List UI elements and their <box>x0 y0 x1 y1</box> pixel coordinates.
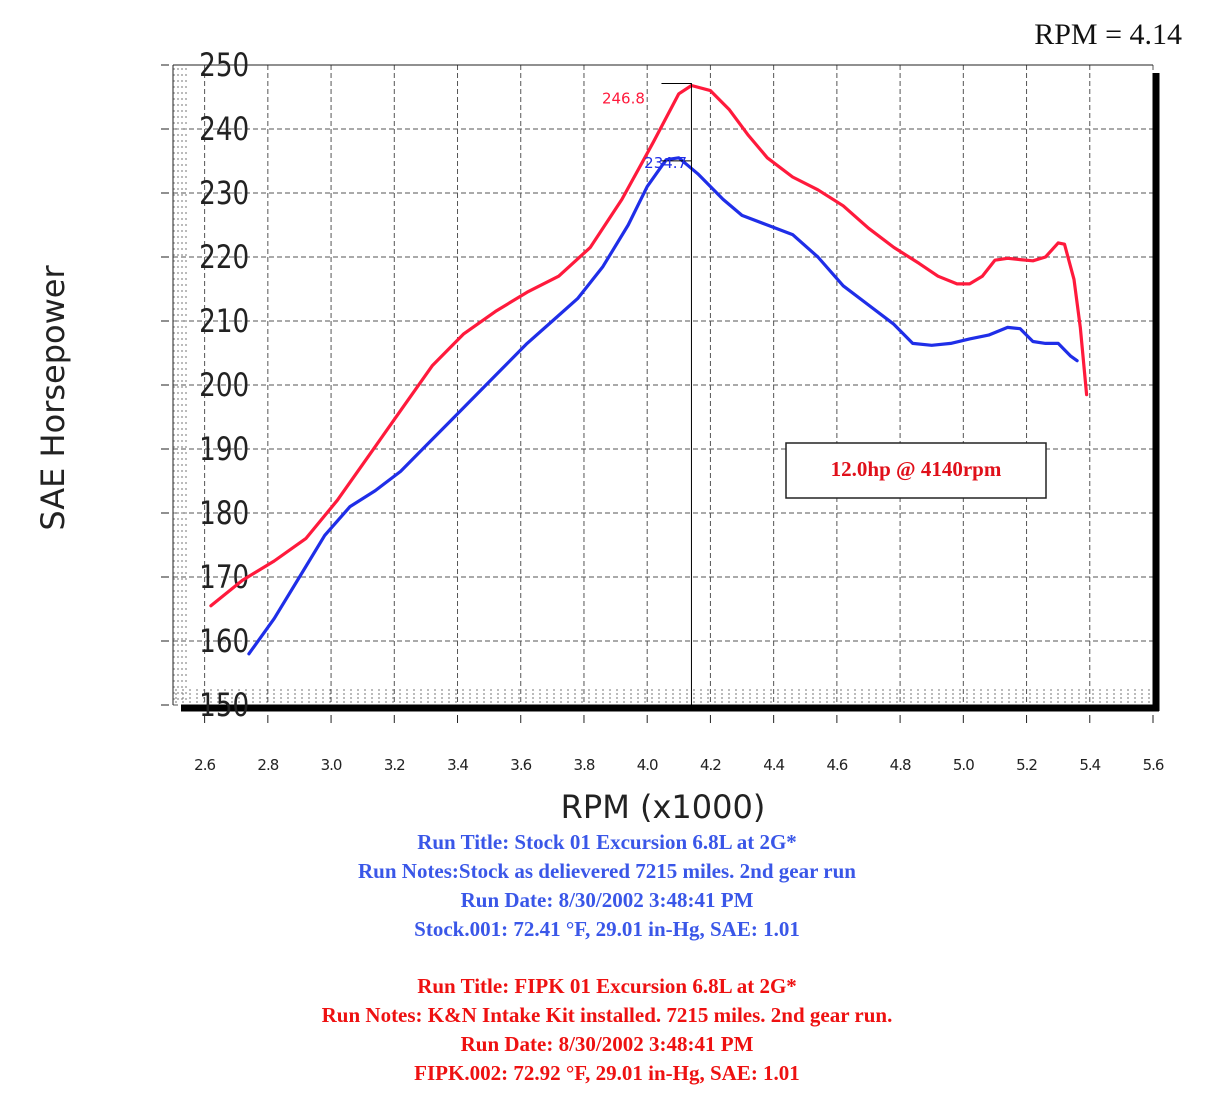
x-tick-label: 3.6 <box>510 756 531 774</box>
cursor-readout: RPM = 4.14 <box>1034 18 1182 51</box>
plot-frame <box>172 64 1160 712</box>
x-tick-label: 5.4 <box>1079 756 1100 774</box>
peak-label: 234.7 <box>644 154 687 172</box>
x-tick-label: 3.0 <box>321 756 342 774</box>
y-tick-label: 250 <box>199 46 249 83</box>
y-axis-title: SAE Horsepower <box>34 265 72 531</box>
x-tick-label: 3.8 <box>574 756 595 774</box>
run-notes-line: Run Notes:Stock as delievered 7215 miles… <box>358 859 856 883</box>
run-date: Run Date: 8/30/2002 3:48:41 PM <box>460 888 754 912</box>
run-notes-line: Run Notes: K&N Intake Kit installed. 721… <box>321 1003 893 1027</box>
x-tick-label: 4.2 <box>700 756 721 774</box>
y-tick-label: 150 <box>199 686 249 723</box>
x-tick-label: 5.2 <box>1016 756 1037 774</box>
series <box>209 83 1089 656</box>
x-tick-label: 4.8 <box>890 756 911 774</box>
annotation-text: 12.0hp @ 4140rpm <box>831 457 1002 481</box>
run-conditions: Stock.001: 72.41 °F, 29.01 in-Hg, SAE: 1… <box>414 917 800 941</box>
y-tick-label: 170 <box>199 558 249 595</box>
series-line-fipk <box>209 83 1089 608</box>
annotation-box: 12.0hp @ 4140rpm <box>785 442 1047 499</box>
dyno-chart: 150 160 170 180 190 200 210 220 230 240 250 2.6 2.8… <box>34 18 1182 826</box>
y-tick-label: 240 <box>199 110 249 147</box>
run-title: Run Title: FIPK 01 Excursion 6.8L at 2G* <box>417 974 797 998</box>
x-tick-label: 5.6 <box>1143 756 1164 774</box>
y-tick-label: 180 <box>199 494 249 531</box>
x-axis-title: RPM (x1000) <box>561 788 766 826</box>
x-tick-label: 4.0 <box>637 756 658 774</box>
x-tick-label: 3.4 <box>447 756 468 774</box>
y-axis-ticks: 150 160 170 180 190 200 210 220 230 240 250 <box>161 46 249 724</box>
run-info-fipk: Run Title: FIPK 01 Excursion 6.8L at 2G*… <box>0 972 1214 1088</box>
y-tick-label: 210 <box>199 302 249 339</box>
series-line-stock <box>247 156 1079 656</box>
x-tick-label: 5.0 <box>953 756 974 774</box>
y-tick-label: 230 <box>199 174 249 211</box>
x-axis-ticks: 2.6 2.8 3.0 3.2 3.4 3.6 3.8 4.0 4.2 4.4 4.6 4.8 5.0 5… <box>194 715 1165 774</box>
x-tick-label: 4.6 <box>826 756 847 774</box>
x-tick-label: 2.6 <box>194 756 215 774</box>
run-notes: Run Title: Stock 01 Excursion 6.8L at 2G… <box>0 828 1214 1088</box>
x-tick-label: 2.8 <box>257 756 278 774</box>
run-title: Run Title: Stock 01 Excursion 6.8L at 2G… <box>417 830 797 854</box>
peak-label: 246.8 <box>602 89 645 107</box>
x-tick-label: 3.2 <box>384 756 405 774</box>
run-conditions: FIPK.002: 72.92 °F, 29.01 in-Hg, SAE: 1.… <box>414 1061 800 1085</box>
y-tick-label: 220 <box>199 238 249 275</box>
y-tick-label: 200 <box>199 366 249 403</box>
y-tick-label: 160 <box>199 622 249 659</box>
x-tick-label: 4.4 <box>763 756 784 774</box>
y-tick-label: 190 <box>199 430 249 467</box>
rpm-cursor[interactable]: 246.8 234.7 <box>602 82 692 705</box>
run-date: Run Date: 8/30/2002 3:48:41 PM <box>460 1032 754 1056</box>
run-info-stock: Run Title: Stock 01 Excursion 6.8L at 2G… <box>0 828 1214 944</box>
